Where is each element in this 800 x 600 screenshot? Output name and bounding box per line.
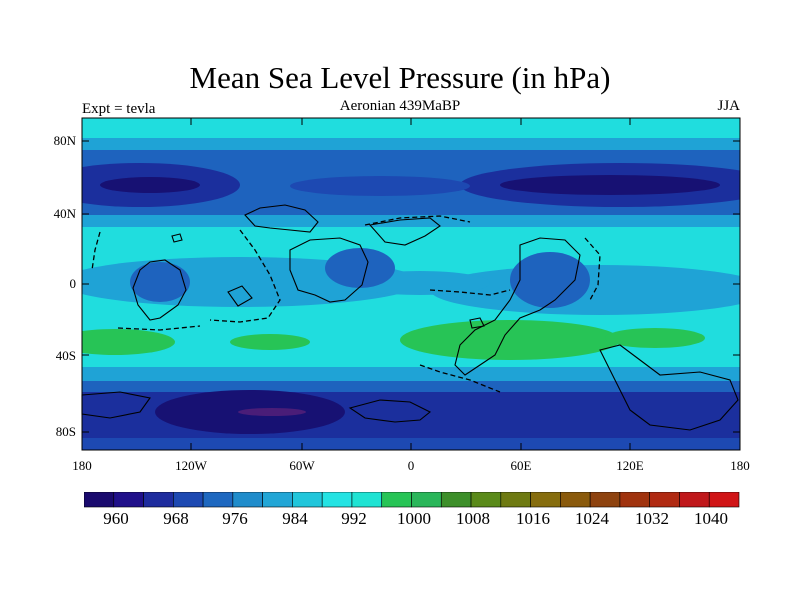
lon-label-120e: 120E bbox=[616, 458, 644, 473]
continent-baltica bbox=[368, 217, 441, 246]
continent-gondwana bbox=[454, 237, 581, 376]
lon-label-180e: 180 bbox=[730, 458, 750, 473]
continent-west bbox=[132, 259, 187, 321]
colorbar-cell bbox=[84, 492, 115, 508]
continent-antarctic bbox=[348, 399, 432, 423]
equator-low-west bbox=[130, 262, 190, 302]
low-north-core-e bbox=[500, 175, 720, 195]
colorbar-cell bbox=[321, 492, 353, 508]
colorbar-label-960: 960 bbox=[103, 509, 129, 528]
low-south-core bbox=[238, 408, 306, 416]
colorbar-cell bbox=[619, 492, 650, 508]
colorbar-cell bbox=[470, 492, 502, 508]
lon-label-60w: 60W bbox=[289, 458, 315, 473]
colorbar-cell bbox=[202, 492, 234, 508]
equator-band-east bbox=[430, 265, 740, 315]
colorbar-cell bbox=[649, 492, 680, 508]
equator-low-east bbox=[510, 252, 590, 308]
lon-label-180w: 180 bbox=[72, 458, 92, 473]
tick-marks bbox=[82, 118, 740, 450]
colorbar-label-1008: 1008 bbox=[456, 509, 490, 528]
colorbar-label-1032: 1032 bbox=[635, 509, 669, 528]
dashed-coastlines bbox=[91, 215, 601, 393]
continent-south bbox=[599, 344, 739, 431]
coastlines bbox=[81, 204, 739, 431]
lat-label-80s: 80S bbox=[55, 424, 76, 439]
colorbar bbox=[84, 492, 740, 508]
period-label: Aeronian 439MaBP bbox=[339, 98, 461, 114]
low-north-core-w bbox=[100, 177, 200, 193]
colorbar-cell bbox=[560, 492, 591, 508]
dashed-arc-east bbox=[584, 237, 601, 301]
island-b bbox=[171, 233, 183, 243]
high-south-east bbox=[605, 328, 705, 348]
colorbar-cell bbox=[381, 492, 412, 508]
lon-label-120w: 120W bbox=[175, 458, 207, 473]
high-south-mid bbox=[230, 334, 310, 350]
equator-low-sea bbox=[325, 248, 395, 288]
low-north-center bbox=[290, 176, 470, 196]
colorbar-label-992: 992 bbox=[341, 509, 367, 528]
pressure-field bbox=[82, 118, 740, 450]
colorbar-cell bbox=[143, 492, 174, 508]
dashed-arc-south bbox=[419, 364, 501, 393]
colorbar-cell bbox=[173, 492, 204, 508]
experiment-label: Expt = tevla bbox=[82, 101, 156, 117]
colorbar-cell bbox=[500, 492, 531, 508]
colorbar-cell bbox=[351, 492, 383, 508]
lat-label-80n: 80N bbox=[53, 133, 76, 148]
island-a bbox=[227, 285, 253, 307]
dashed-arc-far-west bbox=[91, 231, 101, 271]
colorbar-label-1000: 1000 bbox=[397, 509, 431, 528]
colorbar-cell bbox=[530, 492, 561, 508]
dashed-arc-southwest bbox=[117, 325, 201, 331]
colorbar-cell bbox=[679, 492, 710, 508]
colorbar-cell bbox=[232, 492, 263, 508]
dashed-arc-west bbox=[209, 229, 281, 323]
colorbar-label-1016: 1016 bbox=[516, 509, 550, 528]
lat-label-40s: 40S bbox=[55, 348, 76, 363]
high-south-west bbox=[82, 329, 175, 355]
chart-title: Mean Sea Level Pressure (in hPa) bbox=[189, 60, 611, 95]
lat-label-40n: 40N bbox=[53, 206, 76, 221]
colorbar-label-984: 984 bbox=[282, 509, 308, 528]
colorbar-cell bbox=[411, 492, 442, 508]
dashed-arc-north bbox=[364, 215, 471, 226]
island-c bbox=[469, 317, 485, 329]
continent-laurentia bbox=[244, 204, 319, 233]
cap-north bbox=[82, 118, 740, 138]
colorbar-cell bbox=[589, 492, 621, 508]
continent-central bbox=[289, 237, 369, 303]
lon-label-60e: 60E bbox=[510, 458, 532, 473]
colorbar-cell bbox=[113, 492, 144, 508]
colorbar-label-1040: 1040 bbox=[694, 509, 728, 528]
colorbar-label-968: 968 bbox=[163, 509, 189, 528]
colorbar-cell bbox=[440, 492, 472, 508]
season-label: JJA bbox=[717, 98, 740, 114]
colorbar-cell bbox=[262, 492, 293, 508]
colorbar-label-976: 976 bbox=[222, 509, 248, 528]
colorbar-cell bbox=[292, 492, 323, 508]
colorbar-label-1024: 1024 bbox=[575, 509, 609, 528]
colorbar-cell bbox=[708, 492, 740, 508]
lon-label-0: 0 bbox=[407, 458, 415, 473]
high-south-center bbox=[400, 320, 620, 360]
lat-label-0: 0 bbox=[69, 276, 77, 291]
